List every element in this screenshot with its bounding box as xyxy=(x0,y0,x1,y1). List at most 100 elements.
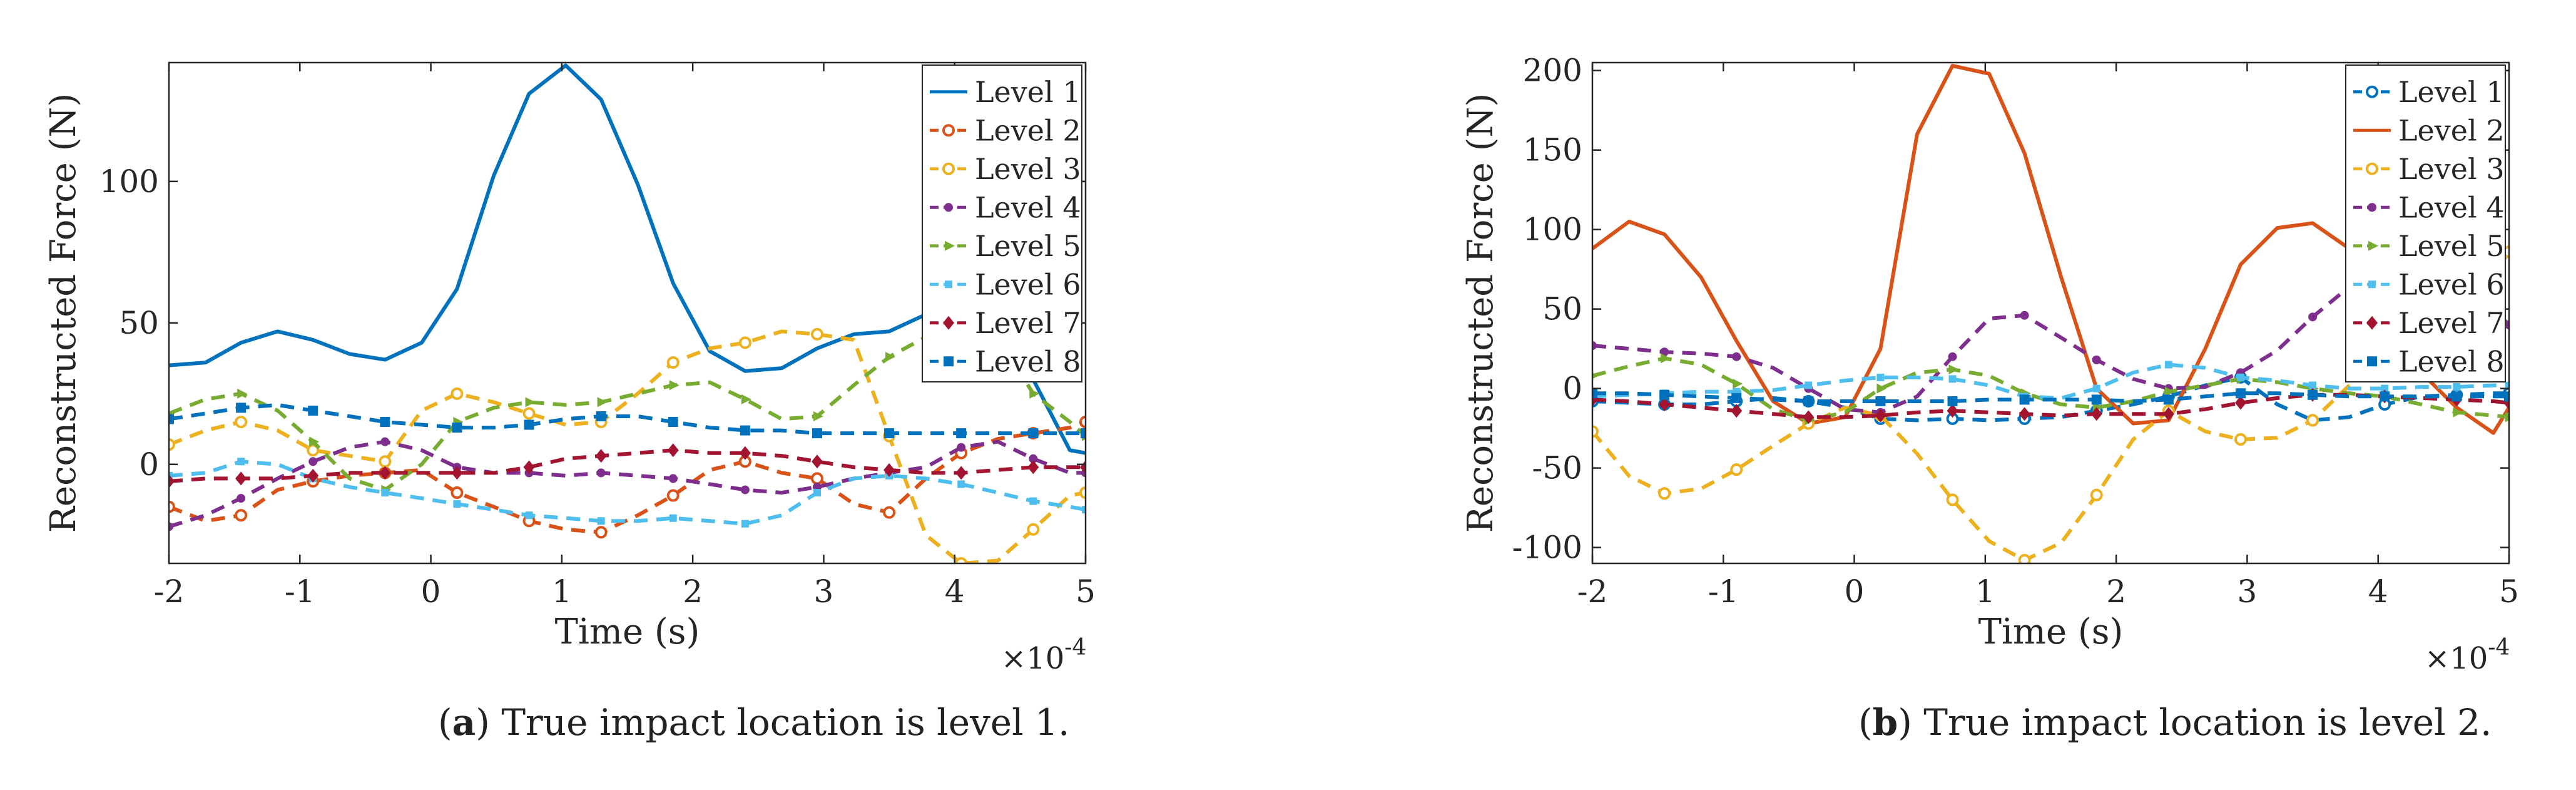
data-point-level-5 xyxy=(669,380,680,391)
data-point-level-4 xyxy=(668,474,678,483)
data-point-level-5 xyxy=(1876,383,1887,394)
y-tick-label: 0 xyxy=(1562,371,1582,407)
data-point-level-7 xyxy=(811,454,823,469)
data-point-level-4 xyxy=(2020,310,2029,320)
data-point-level-6 xyxy=(2164,361,2172,369)
data-point-level-7 xyxy=(2234,396,2246,410)
data-point-level-8 xyxy=(884,428,895,439)
data-point-level-3 xyxy=(1658,487,1671,500)
x-multiplier-label: ×10-4 xyxy=(2425,635,2510,676)
data-point-level-6 xyxy=(381,489,389,497)
legend-marker-level-2 xyxy=(942,124,955,137)
data-point-level-8 xyxy=(668,417,678,428)
data-point-level-6 xyxy=(237,458,245,466)
data-point-level-4 xyxy=(308,457,318,466)
data-point-level-6 xyxy=(1805,381,1813,389)
data-point-level-8 xyxy=(236,403,247,413)
data-point-level-4 xyxy=(2308,312,2318,322)
legend-label-level-5: Level 5 xyxy=(975,229,1081,263)
x-tick-label: 5 xyxy=(1076,573,1096,610)
legend-label-level-7: Level 7 xyxy=(2398,306,2505,340)
data-point-level-3 xyxy=(169,438,175,451)
caption-b-text: True impact location is level 2. xyxy=(1923,701,2492,744)
x-tick-label: -1 xyxy=(1708,573,1739,610)
y-tick-label: 150 xyxy=(1523,132,1582,168)
multiplier-exponent: -4 xyxy=(1064,635,1086,660)
data-point-level-7 xyxy=(883,463,895,477)
caption-b-label: b xyxy=(1872,701,1898,744)
data-point-level-4 xyxy=(1732,352,1741,361)
data-point-level-8 xyxy=(2091,394,2102,405)
legend-marker-level-4 xyxy=(2368,203,2376,212)
data-point-level-7 xyxy=(307,468,319,483)
data-point-level-3 xyxy=(1079,486,1086,500)
legend-label-level-2: Level 2 xyxy=(975,113,1081,147)
data-point-level-4 xyxy=(1948,352,1957,361)
data-point-level-7 xyxy=(451,466,463,480)
data-point-level-6 xyxy=(2453,383,2461,391)
data-point-level-2 xyxy=(169,500,175,513)
data-point-level-6 xyxy=(2236,373,2244,381)
data-point-level-5 xyxy=(2164,386,2175,397)
data-point-level-2 xyxy=(1079,416,1086,429)
x-tick-label: 5 xyxy=(2499,573,2519,610)
x-multiplier-label: ×10-4 xyxy=(1001,635,1086,676)
data-point-level-7 xyxy=(169,474,175,488)
legend-marker-level-6 xyxy=(2368,280,2376,289)
y-tick-label: 200 xyxy=(1523,53,1582,89)
plot-frame xyxy=(168,61,1087,565)
data-point-level-3 xyxy=(307,444,320,457)
legend-marker-level-7 xyxy=(2366,315,2378,330)
data-point-level-6 xyxy=(453,500,461,508)
series-line-level-6 xyxy=(169,459,1086,526)
data-point-level-7 xyxy=(523,460,535,475)
series-line-level-3 xyxy=(1592,250,2509,562)
data-point-level-5 xyxy=(2453,407,2463,418)
data-point-level-5 xyxy=(1948,364,1959,375)
data-point-level-7 xyxy=(1027,460,1039,475)
x-tick-label: -2 xyxy=(1577,573,1608,610)
data-point-level-3 xyxy=(1027,523,1040,536)
data-point-level-6 xyxy=(597,517,605,525)
y-tick-label: 50 xyxy=(1542,291,1582,327)
legend-label-level-7: Level 7 xyxy=(975,306,1081,340)
y-tick-label: 100 xyxy=(99,163,159,200)
data-point-level-4 xyxy=(169,522,173,531)
legend-label-level-8: Level 8 xyxy=(975,344,1081,378)
data-point-level-8 xyxy=(1803,396,1814,406)
data-point-level-4 xyxy=(1029,454,1038,463)
data-point-level-5 xyxy=(1029,388,1040,399)
data-point-level-7 xyxy=(1875,408,1886,423)
legend-marker-level-7 xyxy=(943,315,954,330)
y-tick-label: 50 xyxy=(119,305,159,341)
data-point-level-8 xyxy=(380,417,390,428)
data-point-level-8 xyxy=(2235,388,2246,399)
legend-label-level-6: Level 6 xyxy=(2398,267,2505,301)
data-point-level-3 xyxy=(2234,433,2247,446)
x-tick-label: 4 xyxy=(2368,573,2388,610)
data-point-level-7 xyxy=(2162,407,2174,421)
data-point-level-3 xyxy=(1592,425,1599,438)
data-point-level-5 xyxy=(1733,379,1743,389)
data-point-level-5 xyxy=(885,352,896,362)
legend-marker-level-4 xyxy=(944,203,953,212)
data-point-level-8 xyxy=(1592,388,1597,399)
data-point-level-7 xyxy=(2090,407,2102,421)
data-point-level-3 xyxy=(666,356,680,369)
series-line-level-3 xyxy=(169,329,1086,563)
legend-label-level-5: Level 5 xyxy=(2398,229,2505,263)
x-tick-label: 0 xyxy=(1845,573,1865,610)
x-tick-label: 1 xyxy=(552,573,572,610)
data-point-level-5 xyxy=(813,411,823,421)
legend-label-level-3: Level 3 xyxy=(2398,152,2505,186)
data-point-level-8 xyxy=(956,428,967,439)
data-point-level-8 xyxy=(740,425,750,436)
data-point-level-6 xyxy=(525,511,533,520)
data-point-level-7 xyxy=(667,443,679,458)
data-point-level-2 xyxy=(451,486,464,500)
multiplier-base: ×10 xyxy=(1001,641,1064,676)
data-point-level-2 xyxy=(810,472,823,485)
x-tick-label: 0 xyxy=(421,573,441,610)
x-tick-label: 4 xyxy=(945,573,965,610)
